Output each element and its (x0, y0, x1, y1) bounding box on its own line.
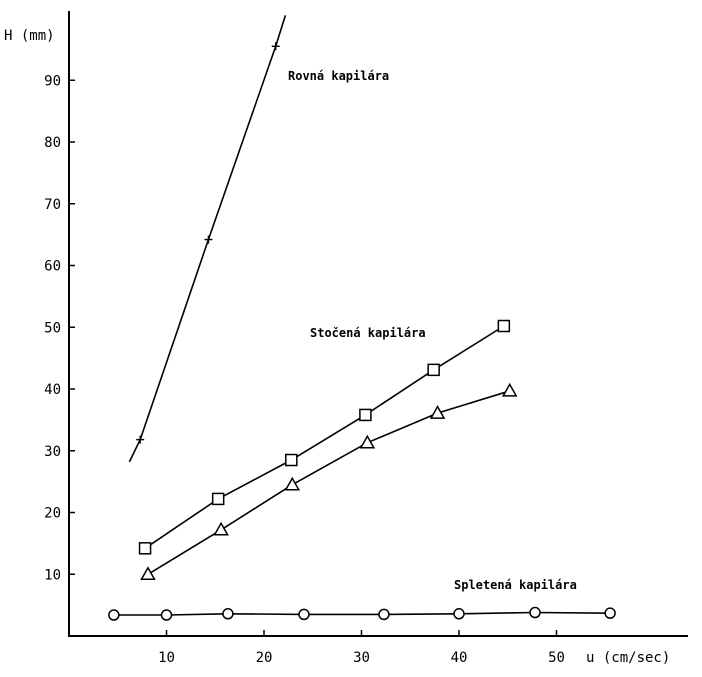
triangle-marker (284, 476, 301, 491)
series-label-rovna: Rovná kapilára (288, 69, 389, 83)
circle-marker (160, 609, 173, 621)
series-label-stocena: Stočená kapilára (310, 326, 426, 340)
circle-marker (453, 608, 465, 620)
series-line-plus (128, 15, 287, 463)
plus-marker (136, 435, 145, 444)
circle-marker (529, 606, 541, 619)
y-tick-label: 70 (44, 197, 61, 213)
square-marker (359, 408, 372, 422)
x-axis-label: u (cm/sec) (586, 650, 670, 666)
series-line-triangle (147, 390, 510, 575)
x-tick-label: 30 (353, 650, 370, 666)
plus-marker (271, 42, 280, 51)
y-tick-label: 90 (44, 73, 61, 89)
x-tick-label: 40 (451, 650, 468, 666)
triangle-marker (359, 434, 376, 449)
y-tick-label: 10 (44, 567, 61, 583)
plus-marker (204, 235, 213, 244)
x-tick-label: 20 (256, 650, 273, 666)
y-tick-label: 50 (44, 320, 61, 336)
triangle-marker (501, 382, 518, 397)
y-tick-label: 30 (44, 444, 61, 460)
square-marker (211, 492, 225, 506)
square-marker (427, 363, 440, 377)
triangle-marker (213, 521, 229, 536)
y-tick-label: 60 (44, 259, 61, 275)
y-tick-label: 40 (44, 382, 61, 398)
circle-marker (108, 609, 120, 621)
y-axis-label: H (mm) (4, 28, 55, 44)
circle-marker (222, 608, 234, 620)
triangle-marker (429, 405, 446, 419)
y-tick-label: 20 (44, 506, 61, 522)
circle-marker (298, 608, 310, 621)
series-line-circle (113, 611, 611, 616)
series-line-square (144, 325, 505, 549)
triangle-marker (140, 566, 156, 580)
x-tick-label: 10 (158, 650, 175, 666)
series-label-spletena: Spletená kapilára (454, 578, 577, 592)
square-marker (138, 542, 152, 555)
square-marker (285, 453, 298, 467)
y-tick-label: 80 (44, 135, 61, 151)
circle-marker (378, 608, 390, 621)
circle-marker (604, 607, 616, 619)
square-marker (497, 319, 511, 333)
x-tick-label: 50 (548, 650, 565, 666)
